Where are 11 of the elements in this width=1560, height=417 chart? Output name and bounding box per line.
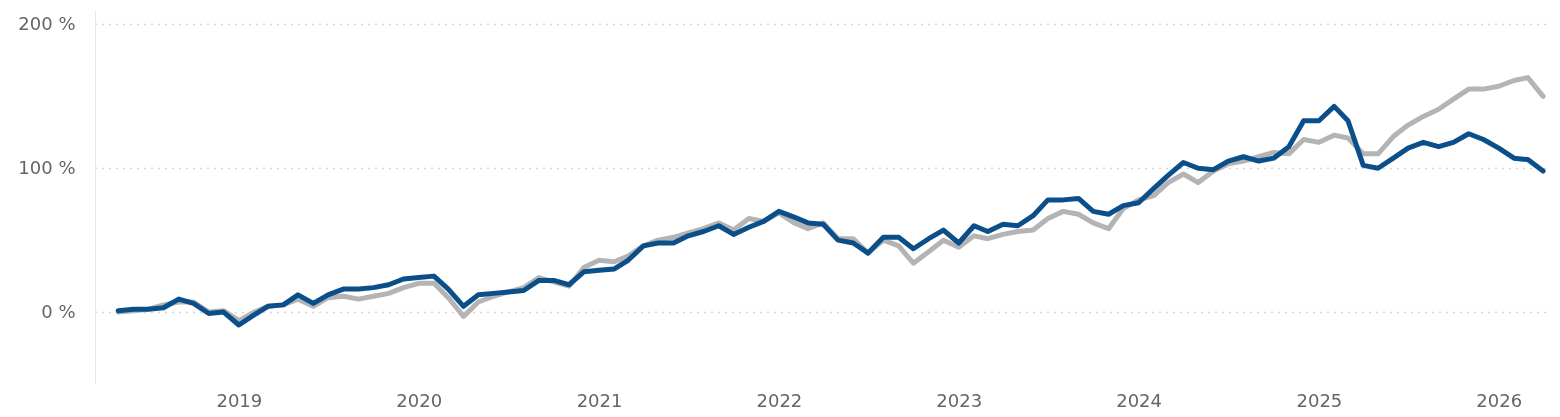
x-tick-label: 2020 bbox=[396, 389, 443, 411]
x-tick-label: 2022 bbox=[756, 389, 803, 411]
y-tick-label: 200 % bbox=[18, 12, 76, 34]
y-tick-label: 0 % bbox=[41, 300, 76, 322]
x-tick-label: 2019 bbox=[216, 389, 263, 411]
x-tick-label: 2026 bbox=[1476, 389, 1523, 411]
x-tick-label: 2024 bbox=[1116, 389, 1162, 411]
y-tick-label: 100 % bbox=[18, 156, 76, 178]
x-tick-label: 2021 bbox=[576, 389, 623, 411]
x-tick-label: 2023 bbox=[936, 389, 983, 411]
x-tick-label: 2025 bbox=[1296, 389, 1343, 411]
